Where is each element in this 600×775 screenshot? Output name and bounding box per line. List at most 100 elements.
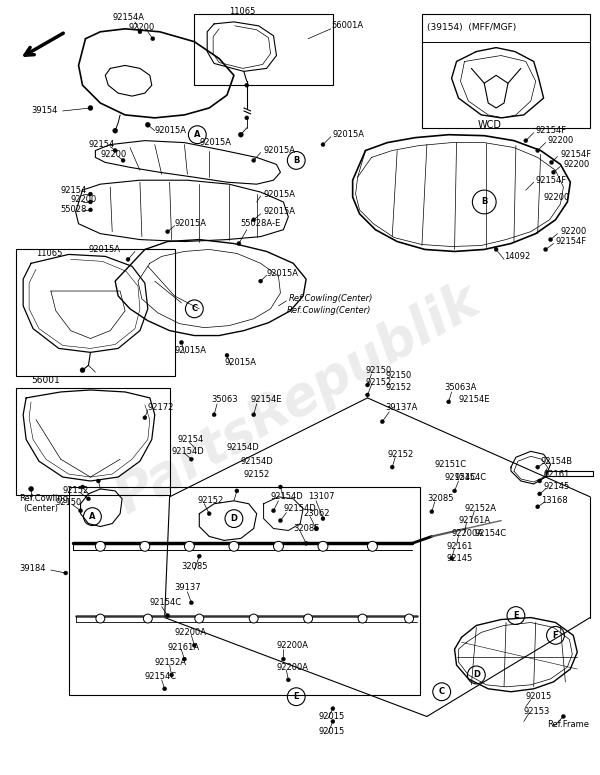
Circle shape [278, 518, 283, 522]
Circle shape [237, 242, 241, 246]
Circle shape [536, 149, 539, 153]
Text: 56001A: 56001A [331, 22, 363, 30]
Text: 92154A: 92154A [112, 13, 144, 22]
Text: Ref.Cowling(Center): Ref.Cowling(Center) [289, 294, 373, 304]
Circle shape [252, 158, 256, 163]
Circle shape [278, 485, 283, 489]
Circle shape [197, 554, 201, 558]
Circle shape [138, 29, 142, 34]
Text: Ref.Frame: Ref.Frame [548, 720, 590, 729]
Text: 92200: 92200 [560, 227, 587, 236]
Text: 92161: 92161 [446, 542, 473, 551]
Text: 92152: 92152 [385, 384, 412, 392]
Text: 92154D: 92154D [271, 492, 303, 501]
Text: 92150: 92150 [56, 498, 82, 508]
Text: 92154D: 92154D [172, 447, 205, 456]
Text: 13168: 13168 [541, 496, 567, 505]
Text: B: B [293, 156, 299, 165]
Circle shape [550, 160, 554, 164]
Bar [422, 14, 590, 128]
Text: 92154C: 92154C [455, 473, 487, 481]
Text: 92152: 92152 [63, 487, 89, 495]
Bar [545, 471, 593, 476]
Circle shape [404, 614, 413, 623]
Text: 92015A: 92015A [175, 219, 206, 229]
Text: 55028: 55028 [61, 205, 87, 215]
Text: 92152: 92152 [387, 449, 413, 459]
Text: 92152A: 92152A [464, 505, 496, 513]
Text: 92015A: 92015A [266, 269, 299, 277]
Text: 92154F: 92154F [536, 176, 567, 184]
Circle shape [252, 218, 256, 222]
Text: 92152: 92152 [244, 470, 270, 479]
Circle shape [193, 643, 196, 647]
Circle shape [190, 457, 193, 461]
Text: 92154: 92154 [61, 185, 87, 195]
Text: 39137A: 39137A [385, 403, 418, 412]
Text: 92015A: 92015A [224, 358, 256, 367]
Circle shape [86, 497, 91, 501]
Bar [194, 14, 333, 85]
Text: 92200: 92200 [71, 195, 97, 205]
Text: 92145: 92145 [446, 553, 473, 563]
Circle shape [96, 614, 105, 623]
Circle shape [304, 614, 313, 623]
Text: 92200A: 92200A [175, 628, 206, 637]
Text: 92152: 92152 [197, 496, 224, 505]
Circle shape [79, 508, 83, 513]
Text: 92152A: 92152A [155, 657, 187, 666]
Text: 92015A: 92015A [263, 146, 296, 155]
Text: 92150: 92150 [385, 370, 412, 380]
Text: 92015A: 92015A [263, 190, 296, 198]
Bar [16, 388, 170, 495]
Text: 11065: 11065 [36, 249, 62, 258]
Circle shape [252, 413, 256, 417]
Text: 92154F: 92154F [536, 126, 567, 135]
Circle shape [524, 139, 528, 143]
Text: 92015: 92015 [318, 727, 344, 735]
Text: 92154C: 92154C [145, 673, 177, 681]
Text: (Center): (Center) [23, 505, 58, 513]
Circle shape [380, 419, 385, 424]
Circle shape [80, 485, 85, 489]
Circle shape [225, 353, 229, 357]
Circle shape [238, 133, 244, 137]
Text: 23062: 23062 [303, 509, 329, 518]
Circle shape [212, 413, 216, 417]
Circle shape [163, 687, 167, 691]
Circle shape [95, 542, 105, 551]
Bar [68, 487, 420, 694]
Text: 92145: 92145 [544, 483, 570, 491]
Circle shape [390, 465, 394, 469]
Text: 92161: 92161 [544, 470, 570, 479]
Text: F: F [553, 631, 559, 640]
Text: 92154C: 92154C [475, 529, 506, 538]
Text: 39137: 39137 [175, 584, 201, 592]
Circle shape [145, 122, 151, 127]
Text: PartsRepublik: PartsRepublik [107, 274, 490, 525]
Circle shape [143, 614, 152, 623]
Text: 92151C: 92151C [435, 460, 467, 469]
Circle shape [358, 614, 367, 623]
Circle shape [195, 614, 204, 623]
Text: 92015A: 92015A [88, 245, 121, 254]
Circle shape [538, 492, 542, 496]
Text: 39184: 39184 [19, 563, 46, 573]
Circle shape [88, 200, 92, 204]
Circle shape [367, 542, 377, 551]
Circle shape [121, 158, 125, 163]
Circle shape [97, 479, 100, 483]
Circle shape [536, 505, 539, 508]
Text: 92154F: 92154F [556, 237, 587, 246]
Circle shape [190, 601, 193, 604]
Text: 92154: 92154 [178, 435, 204, 444]
Circle shape [113, 128, 118, 133]
Text: D: D [230, 514, 238, 523]
Text: 92154C: 92154C [150, 598, 182, 607]
Text: E: E [293, 692, 299, 701]
Circle shape [140, 542, 150, 551]
Circle shape [494, 247, 498, 251]
Circle shape [126, 257, 130, 261]
Text: 92015A: 92015A [263, 208, 296, 216]
Circle shape [274, 542, 283, 551]
